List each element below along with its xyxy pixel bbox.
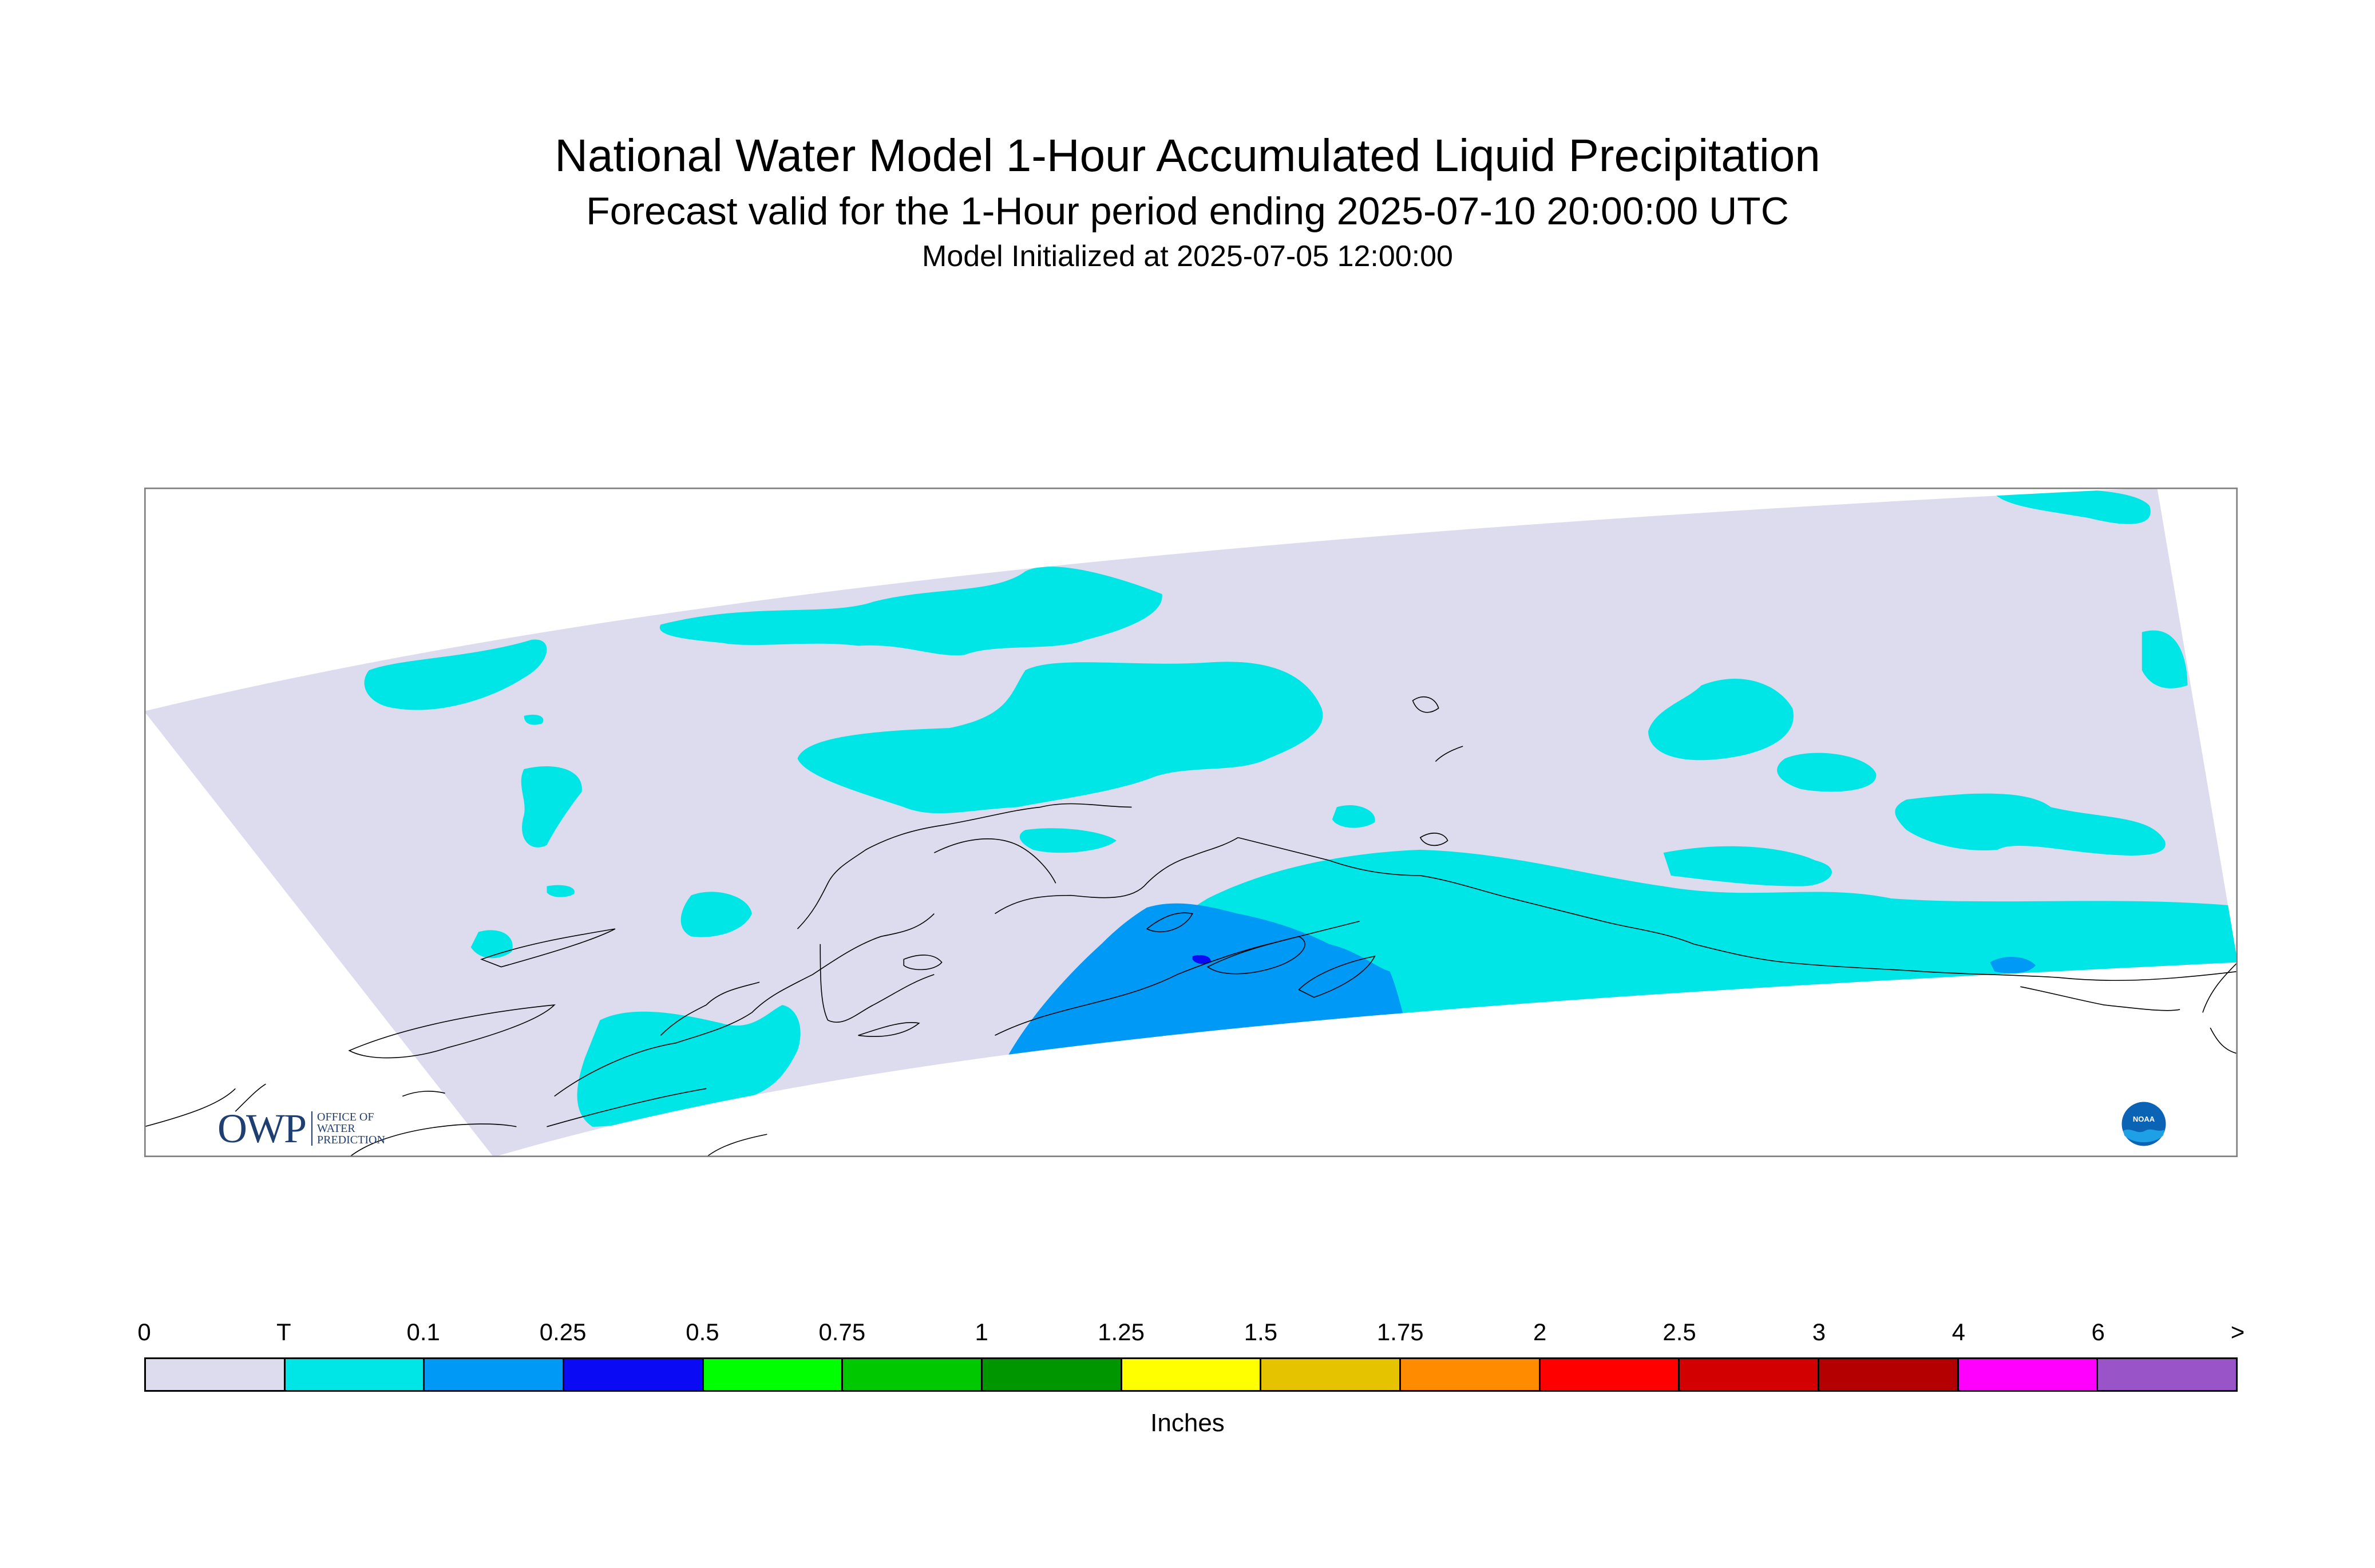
precipitation-map xyxy=(144,488,2238,1157)
legend-swatch xyxy=(843,1359,983,1390)
legend-tick-label: 2.5 xyxy=(1662,1318,1696,1345)
legend-swatch xyxy=(564,1359,704,1390)
legend-tick-label: 1.75 xyxy=(1376,1318,1424,1345)
legend-tick-label: 4 xyxy=(1952,1318,1965,1345)
legend-tick-label: T xyxy=(276,1318,291,1345)
legend-swatch xyxy=(1680,1359,1820,1390)
legend-swatch xyxy=(1261,1359,1402,1390)
owp-logo-mark: OWP xyxy=(217,1105,307,1151)
legend-tick-label: > xyxy=(2230,1318,2245,1345)
svg-text:NOAA: NOAA xyxy=(2133,1115,2155,1123)
legend-tick-label: 1.5 xyxy=(1244,1318,1278,1345)
owp-logo-text: OFFICE OF WATER PREDICTION xyxy=(311,1111,385,1146)
coastlines xyxy=(144,696,2238,1157)
legend-tick-label: 0.25 xyxy=(539,1318,587,1345)
map-title: National Water Model 1-Hour Accumulated … xyxy=(555,130,1820,181)
legend-swatch xyxy=(1122,1359,1262,1390)
legend-tick-label: 3 xyxy=(1812,1318,1826,1345)
legend-color-bar xyxy=(144,1357,2238,1392)
legend-swatch xyxy=(425,1359,565,1390)
legend-tick-label: 0.75 xyxy=(818,1318,866,1345)
legend-tick-label: 0.1 xyxy=(406,1318,440,1345)
legend-swatch xyxy=(146,1359,286,1390)
legend-tick-label: 1.25 xyxy=(1098,1318,1145,1345)
map-subtitle: Forecast valid for the 1-Hour period end… xyxy=(586,189,1789,233)
legend-swatch xyxy=(1540,1359,1680,1390)
legend-swatch xyxy=(703,1359,844,1390)
legend-tick-label: 0 xyxy=(137,1318,151,1345)
legend-swatch xyxy=(983,1359,1122,1390)
owp-logo: OWP OFFICE OF WATER PREDICTION xyxy=(217,1106,385,1151)
legend-swatch xyxy=(2098,1359,2237,1390)
legend-tick-label: 1 xyxy=(975,1318,988,1345)
legend-swatch xyxy=(1819,1359,1959,1390)
legend-swatch xyxy=(285,1359,425,1390)
legend-units: Inches xyxy=(1150,1409,1225,1437)
model-init-line: Model Initialized at 2025-07-05 12:00:00 xyxy=(922,240,1453,273)
legend-tick-label: 0.5 xyxy=(686,1318,719,1345)
legend-tick-label: 2 xyxy=(1533,1318,1547,1345)
legend-tick-label: 6 xyxy=(2091,1318,2105,1345)
legend-swatch xyxy=(1401,1359,1541,1390)
noaa-logo: NOAA xyxy=(2120,1100,2168,1148)
legend-swatch xyxy=(1958,1359,2099,1390)
